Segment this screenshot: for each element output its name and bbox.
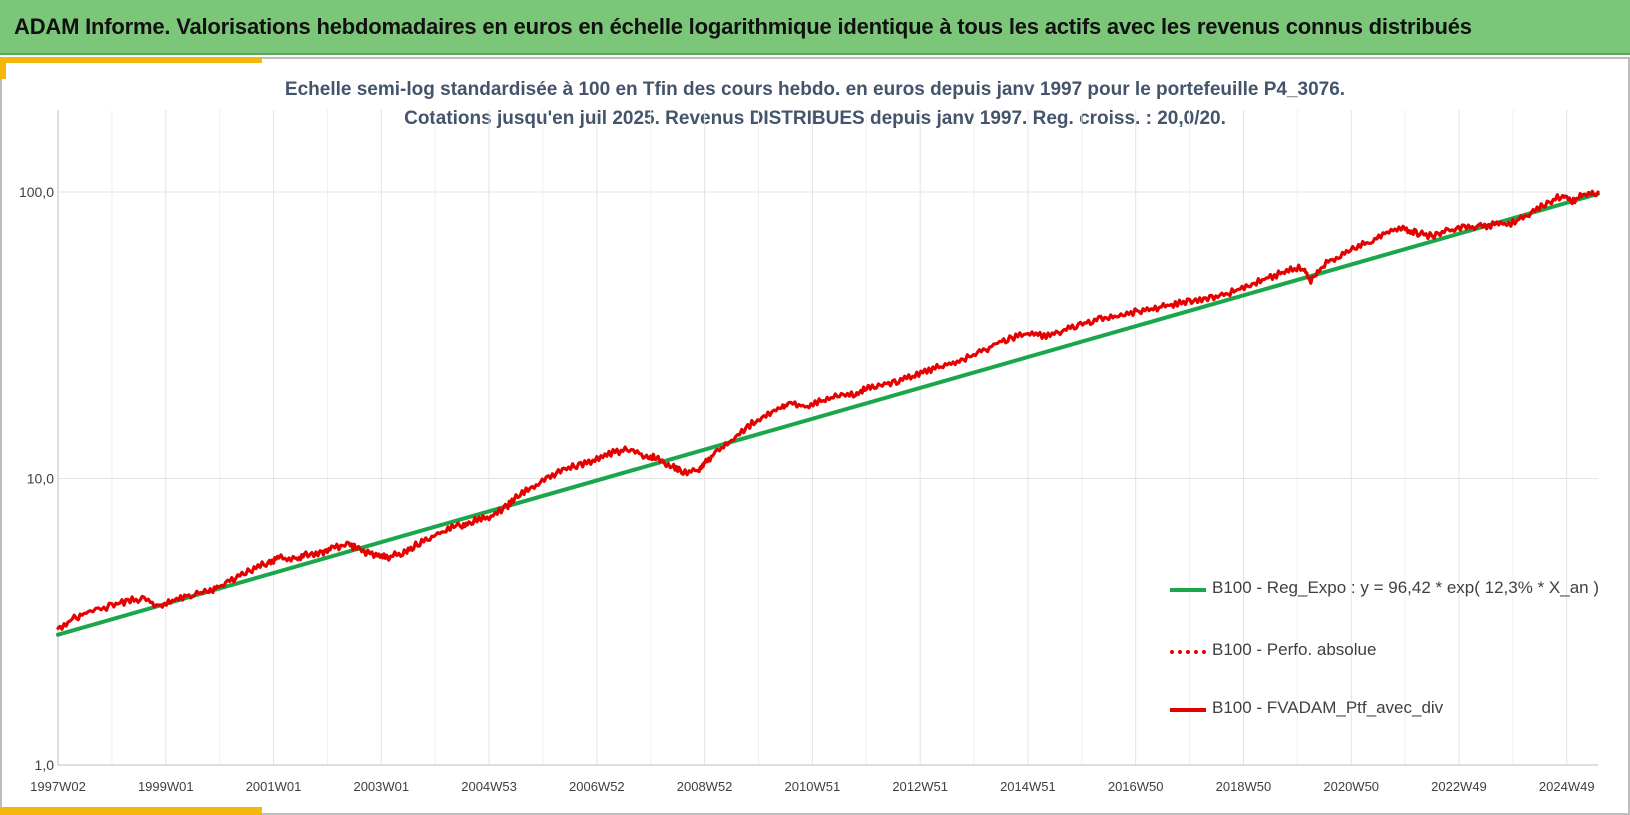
x-tick-label: 2003W01 <box>353 779 409 794</box>
legend-swatch-portfolio <box>1170 708 1206 712</box>
legend-label-perfo-absolue: B100 - Perfo. absolue <box>1212 640 1377 659</box>
legend-swatch-regression <box>1170 588 1206 592</box>
x-tick-label: 2014W51 <box>1000 779 1056 794</box>
legend-swatch-perfo-absolue <box>1170 650 1206 654</box>
y-tick-label: 100,0 <box>19 184 54 200</box>
y-tick-label: 1,0 <box>35 757 55 773</box>
x-tick-label: 2004W53 <box>461 779 517 794</box>
x-tick-label: 2001W01 <box>246 779 302 794</box>
y-tick-label: 10,0 <box>27 471 54 487</box>
x-tick-label: 2010W51 <box>785 779 841 794</box>
x-tick-label: 2024W49 <box>1539 779 1595 794</box>
series-regression-line <box>56 191 1600 637</box>
x-tick-label: 1999W01 <box>138 779 194 794</box>
accent-bar-left <box>0 57 6 79</box>
x-tick-label: 2006W52 <box>569 779 625 794</box>
chart-title-line1: Echelle semi-log standardisée à 100 en T… <box>284 79 1346 100</box>
page-title: ADAM Informe. Valorisations hebdomadaire… <box>14 14 1472 39</box>
accent-bar-top <box>0 57 262 63</box>
chart-frame <box>0 57 1630 815</box>
legend-label-regression: B100 - Reg_Expo : y = 96,42 * exp( 12,3%… <box>1212 578 1599 597</box>
x-tick-label: 2018W50 <box>1216 779 1272 794</box>
x-tick-label: 2016W50 <box>1108 779 1164 794</box>
x-tick-label: 2012W51 <box>892 779 948 794</box>
x-tick-label: 2020W50 <box>1323 779 1379 794</box>
header-bar: ADAM Informe. Valorisations hebdomadaire… <box>0 0 1630 55</box>
x-tick-label: 2008W52 <box>677 779 733 794</box>
x-tick-label: 2022W49 <box>1431 779 1487 794</box>
accent-bar-bottom <box>0 807 262 815</box>
series-portfolio-line <box>56 189 1600 631</box>
chart-title-line2: Cotations jusqu'en juil 2025. Revenus DI… <box>404 108 1226 129</box>
x-tick-label: 1997W02 <box>30 779 86 794</box>
legend-label-portfolio: B100 - FVADAM_Ptf_avec_div <box>1212 698 1444 717</box>
